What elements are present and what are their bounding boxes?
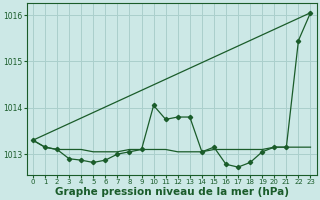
X-axis label: Graphe pression niveau de la mer (hPa): Graphe pression niveau de la mer (hPa) (55, 187, 289, 197)
